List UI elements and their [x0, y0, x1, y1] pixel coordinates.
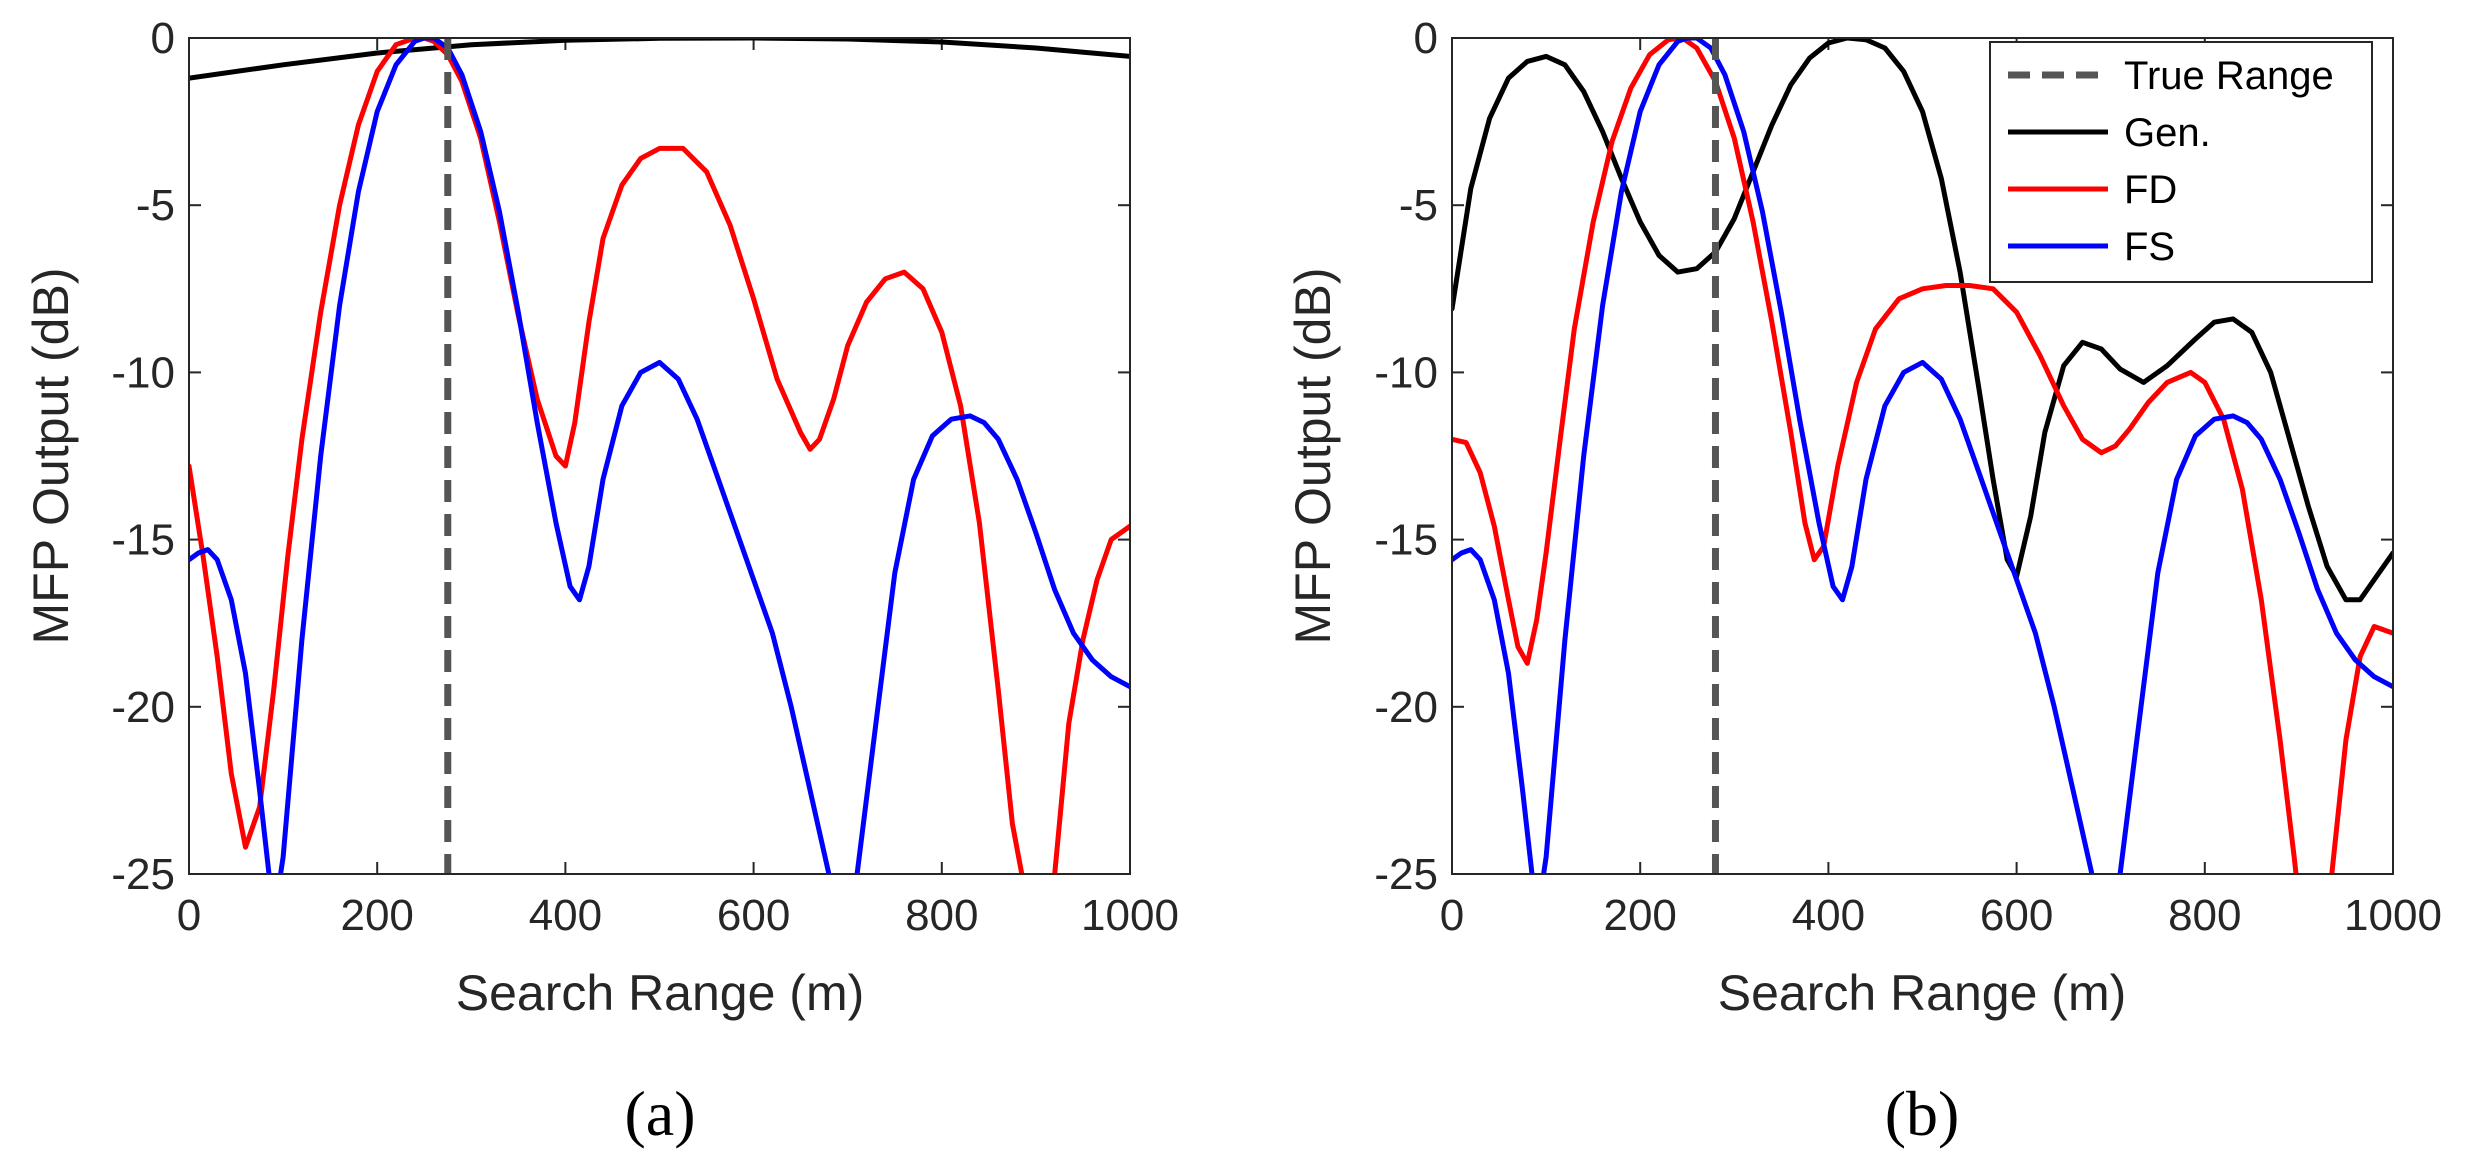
x-tick-label: 600 — [1980, 891, 2053, 940]
y-tick-label: -15 — [1374, 516, 1438, 565]
y-tick-label: -20 — [1374, 683, 1438, 732]
y-tick-labels: 0 -5 -10 -15 -20 -25 — [111, 14, 1130, 899]
x-tick-label: 800 — [2168, 891, 2241, 940]
x-tick-label: 200 — [340, 891, 413, 940]
legend-box — [1989, 41, 2373, 283]
y-tick-label: -10 — [1374, 348, 1438, 397]
y-tick-label: -20 — [111, 683, 175, 732]
x-tick-labels: 0 200 400 600 800 1000 — [177, 38, 1179, 940]
x-tick-label: 1000 — [1081, 891, 1179, 940]
y-tick-label: -10 — [111, 348, 175, 397]
x-tick-label: 1000 — [2344, 891, 2442, 940]
series-line-fs — [189, 38, 1130, 874]
series-group — [189, 38, 1130, 874]
series-line-fd — [189, 38, 1130, 874]
chart-panel-b: 0 -5 -10 -15 -20 -25 0 200 400 600 800 1000 Search… — [1285, 14, 2442, 1149]
series-line-gen — [1452, 38, 2393, 603]
y-tick-labels: 0 -5 -10 -15 -20 -25 — [1374, 14, 2393, 899]
y-tick-label: 0 — [151, 14, 175, 63]
y-tick-label: -25 — [111, 850, 175, 899]
legend-label-fs: FS — [2124, 225, 2175, 269]
series-line-fs — [1452, 38, 2393, 874]
legend-label-gen: Gen. — [2124, 111, 2211, 155]
panel-caption: (b) — [1885, 1078, 1960, 1149]
x-axis-label: Search Range (m) — [1718, 965, 2127, 1021]
y-axis-label: MFP Output (dB) — [23, 268, 79, 645]
legend: True Range Gen. FD FS — [1989, 41, 2373, 283]
x-tick-label: 0 — [177, 891, 201, 940]
y-tick-label: -5 — [1399, 181, 1438, 230]
chart-panel-a: 0 -5 -10 -15 -20 -25 0 200 400 600 800 1000 Search… — [23, 14, 1179, 1149]
x-tick-label: 600 — [717, 891, 790, 940]
x-axis-label: Search Range (m) — [456, 965, 865, 1021]
series-line-fd — [1452, 38, 2393, 874]
x-tick-label: 400 — [1792, 891, 1865, 940]
x-tick-labels: 0 200 400 600 800 1000 — [1440, 38, 2442, 940]
y-tick-label: 0 — [1414, 14, 1438, 63]
plot-frame — [1451, 37, 2394, 875]
y-tick-label: -15 — [111, 516, 175, 565]
x-tick-label: 800 — [905, 891, 978, 940]
series-group — [1452, 38, 2393, 874]
panel-caption: (a) — [624, 1078, 695, 1149]
series-line-gen — [189, 38, 1130, 81]
x-tick-label: 0 — [1440, 891, 1464, 940]
legend-label-true-range: True Range — [2124, 54, 2334, 98]
x-tick-label: 200 — [1603, 891, 1676, 940]
x-tick-label: 400 — [529, 891, 602, 940]
y-axis-label: MFP Output (dB) — [1285, 268, 1341, 645]
y-tick-label: -5 — [136, 181, 175, 230]
y-tick-label: -25 — [1374, 850, 1438, 899]
plot-frame — [188, 37, 1131, 875]
legend-label-fd: FD — [2124, 168, 2177, 212]
